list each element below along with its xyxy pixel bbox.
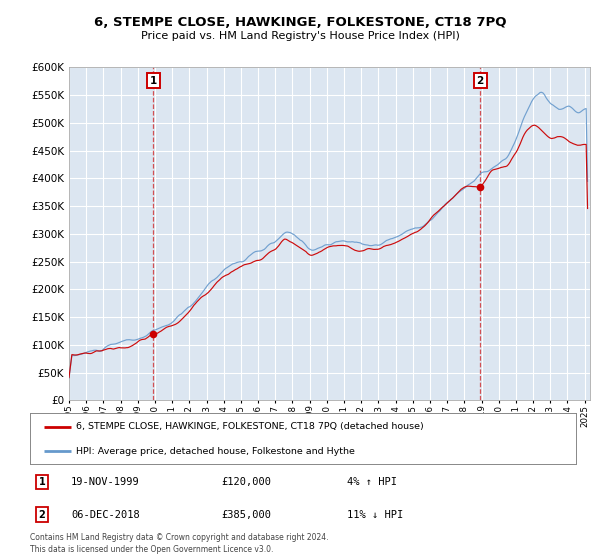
Text: £120,000: £120,000 [221, 477, 271, 487]
Text: £385,000: £385,000 [221, 510, 271, 520]
Text: Price paid vs. HM Land Registry's House Price Index (HPI): Price paid vs. HM Land Registry's House … [140, 31, 460, 41]
Text: 6, STEMPE CLOSE, HAWKINGE, FOLKESTONE, CT18 7PQ (detached house): 6, STEMPE CLOSE, HAWKINGE, FOLKESTONE, C… [76, 422, 424, 431]
Text: Contains HM Land Registry data © Crown copyright and database right 2024.
This d: Contains HM Land Registry data © Crown c… [30, 533, 329, 554]
Text: 2: 2 [38, 510, 46, 520]
Text: 11% ↓ HPI: 11% ↓ HPI [347, 510, 403, 520]
Text: 19-NOV-1999: 19-NOV-1999 [71, 477, 140, 487]
Text: 06-DEC-2018: 06-DEC-2018 [71, 510, 140, 520]
Text: 1: 1 [149, 76, 157, 86]
Text: 6, STEMPE CLOSE, HAWKINGE, FOLKESTONE, CT18 7PQ: 6, STEMPE CLOSE, HAWKINGE, FOLKESTONE, C… [94, 16, 506, 29]
Text: 2: 2 [476, 76, 484, 86]
Text: 4% ↑ HPI: 4% ↑ HPI [347, 477, 397, 487]
Text: HPI: Average price, detached house, Folkestone and Hythe: HPI: Average price, detached house, Folk… [76, 446, 355, 456]
Text: 1: 1 [38, 477, 46, 487]
